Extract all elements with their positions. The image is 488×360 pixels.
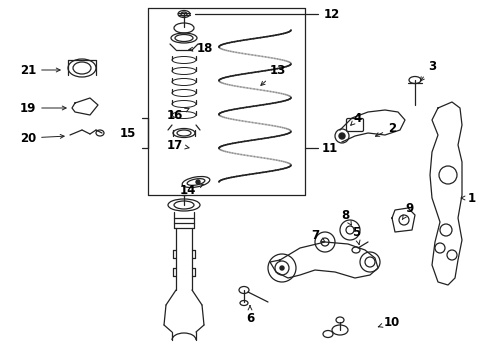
Text: 1: 1 [460,192,475,204]
Text: 12: 12 [323,8,340,21]
Text: 16: 16 [166,108,189,122]
Text: 10: 10 [378,315,399,328]
Text: 11: 11 [321,141,337,154]
Text: 6: 6 [245,306,254,324]
Text: 14: 14 [180,184,203,197]
Text: 19: 19 [20,102,66,114]
Text: 18: 18 [188,41,213,54]
Circle shape [280,266,284,270]
Text: 2: 2 [375,122,395,136]
Text: 8: 8 [340,208,351,225]
Text: 3: 3 [420,59,435,81]
Text: 9: 9 [402,202,413,220]
Text: 7: 7 [310,229,324,242]
Text: 4: 4 [350,112,362,125]
Text: 5: 5 [351,225,359,244]
Text: 21: 21 [20,63,60,77]
Text: 15: 15 [120,126,136,140]
Text: 17: 17 [166,139,189,152]
Circle shape [196,180,200,184]
Text: 20: 20 [20,131,64,144]
Text: 13: 13 [260,63,285,85]
Circle shape [338,133,345,139]
